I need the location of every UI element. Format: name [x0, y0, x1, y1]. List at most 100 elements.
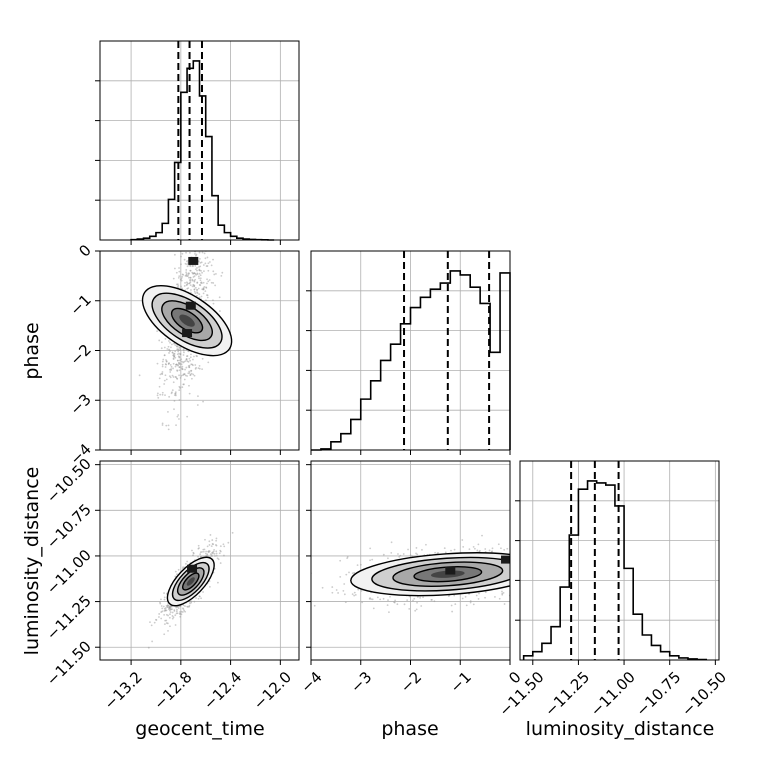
sample-point: [531, 572, 533, 574]
sample-point: [185, 366, 188, 369]
sample-point: [168, 616, 171, 619]
sample-point: [464, 595, 467, 598]
sample-point: [206, 296, 209, 299]
sample-point: [351, 572, 354, 575]
sample-point: [511, 574, 513, 576]
sample-point: [371, 598, 374, 601]
sample-point: [475, 594, 478, 597]
sample-point: [545, 563, 547, 565]
sample-point: [161, 610, 164, 613]
sample-point: [204, 552, 207, 555]
sample-point: [479, 549, 481, 552]
sample-point: [538, 548, 540, 550]
sample-point: [202, 292, 205, 295]
sample-point: [187, 273, 190, 276]
contour-line: [170, 307, 204, 334]
sample-point: [163, 598, 166, 601]
sample-point: [402, 553, 405, 555]
sample-point: [462, 545, 465, 548]
sample-point: [195, 236, 197, 238]
sample-point: [186, 360, 189, 363]
sample-point: [183, 609, 186, 612]
sample-point: [185, 271, 188, 274]
sample-point: [201, 271, 203, 274]
sample-point: [186, 263, 188, 266]
sample-point: [389, 595, 391, 598]
sample-point: [197, 555, 199, 558]
sample-point: [199, 261, 202, 264]
y-tick-label: −11.00: [43, 546, 95, 598]
density-peak: [182, 329, 193, 338]
sample-point: [159, 393, 162, 396]
sample-point: [188, 364, 191, 367]
sample-point: [167, 345, 170, 348]
sample-point: [222, 220, 224, 222]
sample-point: [360, 589, 363, 592]
sample-point: [450, 604, 453, 607]
sample-point: [162, 358, 165, 361]
sample-point: [494, 596, 496, 598]
sample-point: [183, 351, 185, 354]
sample-point: [203, 218, 205, 220]
sample-point: [153, 621, 156, 624]
sample-point: [524, 543, 526, 545]
sample-point: [190, 289, 192, 291]
sample-point: [188, 604, 191, 607]
sample-point: [194, 268, 197, 271]
sample-point: [204, 257, 207, 260]
sample-point: [523, 593, 525, 595]
sample-point: [193, 272, 196, 275]
sample-point: [163, 346, 166, 349]
sample-point: [168, 352, 170, 354]
sample-point: [585, 556, 587, 558]
sample-point: [215, 539, 218, 542]
sample-point: [419, 596, 421, 599]
sample-point: [189, 359, 192, 362]
sample-point: [194, 278, 197, 281]
sample-point: [321, 586, 324, 589]
sample-point: [409, 554, 412, 557]
sample-point: [469, 601, 472, 604]
sample-point: [179, 349, 182, 351]
sample-point: [194, 252, 196, 255]
sample-point: [213, 548, 216, 551]
x-tick-label: −3: [347, 668, 375, 696]
sample-point: [173, 408, 175, 411]
sample-point: [202, 281, 205, 284]
sample-point: [161, 365, 164, 368]
sample-point: [420, 605, 423, 607]
sample-point: [484, 548, 487, 550]
sample-point: [206, 282, 208, 285]
sample-point: [390, 541, 393, 544]
sample-point: [517, 565, 519, 567]
sample-point: [195, 289, 198, 291]
sample-point: [200, 237, 202, 239]
sample-point: [186, 560, 189, 563]
density-geocent_time-phase: [138, 218, 233, 431]
sample-point: [172, 367, 174, 370]
sample-point: [216, 557, 219, 560]
y-tick-label: −3: [66, 390, 94, 418]
sample-point: [180, 277, 183, 280]
x-axis-label: luminosity_distance: [526, 718, 715, 740]
sample-point: [184, 605, 186, 607]
sample-point: [386, 604, 389, 607]
sample-point: [186, 415, 189, 418]
sample-point: [169, 341, 171, 344]
sample-point: [163, 613, 166, 616]
sample-point: [545, 542, 547, 544]
sample-point: [551, 560, 553, 562]
sample-point: [165, 613, 168, 616]
sample-point: [415, 547, 418, 549]
sample-point: [212, 550, 215, 553]
sample-point: [503, 603, 506, 605]
sample-point: [202, 264, 205, 266]
sample-point: [186, 282, 189, 285]
sample-point: [172, 376, 175, 378]
sample-point: [211, 539, 214, 541]
sample-point: [227, 541, 230, 544]
sample-point: [169, 611, 172, 614]
sample-point: [189, 356, 192, 359]
x-tick-label: −12.0: [250, 668, 295, 713]
sample-point: [512, 561, 514, 563]
